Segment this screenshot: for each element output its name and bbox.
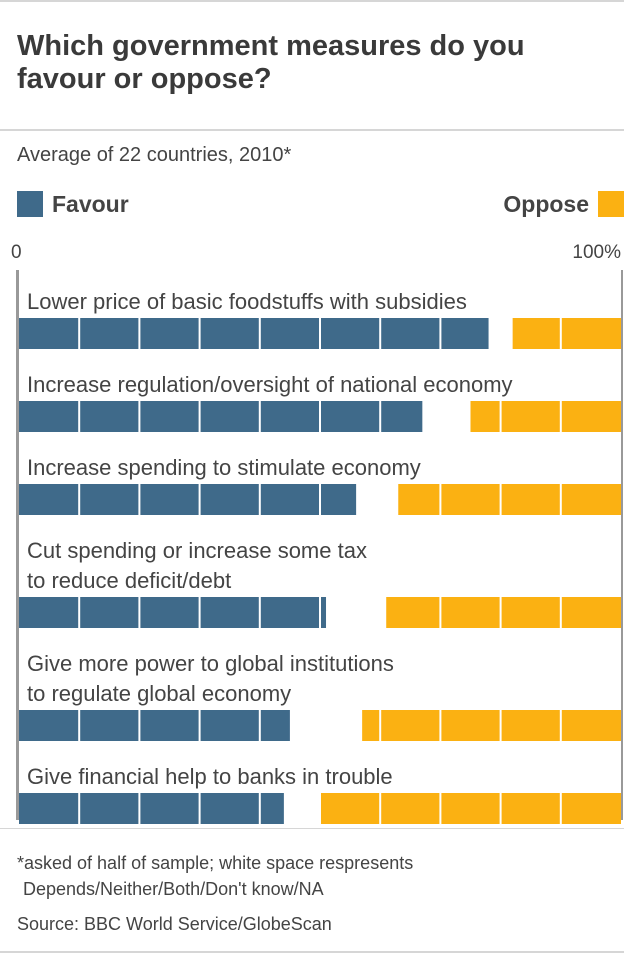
title-divider (0, 129, 624, 131)
favour-bar (19, 710, 290, 741)
title-line-2: favour or oppose? (17, 63, 272, 95)
footnote: *asked of half of sample; white space re… (17, 850, 413, 902)
oppose-bar (320, 793, 621, 824)
category-label: Lower price of basic foodstuffs with sub… (27, 289, 467, 314)
category-label: to regulate global economy (27, 681, 291, 706)
oppose-bar (398, 484, 621, 515)
category-label: Give more power to global institutions (27, 651, 394, 676)
axis-tick-max: 100% (572, 242, 621, 263)
chart-bottom-rule (0, 828, 624, 829)
footnote-line-2: Depends/Neither/Both/Don't know/NA (23, 879, 324, 899)
chart-title: Which government measures do you favour … (17, 30, 617, 96)
favour-bar (19, 484, 357, 515)
source-note: Source: BBC World Service/GlobeScan (17, 914, 332, 934)
axis-tick-min: 0 (11, 242, 22, 263)
category-label: Increase spending to stimulate economy (27, 455, 421, 480)
favour-bar (19, 793, 284, 824)
bottom-rule (0, 951, 624, 953)
category-label: Cut spending or increase some tax (27, 538, 367, 563)
legend-oppose-label: Oppose (503, 190, 589, 217)
legend-favour: Favour (17, 190, 129, 218)
favour-bar (19, 401, 423, 432)
legend-favour-swatch (17, 191, 43, 217)
oppose-bar (512, 318, 621, 349)
bar-chart: Lower price of basic foodstuffs with sub… (16, 270, 623, 824)
legend-oppose: Oppose (503, 190, 624, 218)
favour-bar (19, 318, 489, 349)
chart-subtitle: Average of 22 countries, 2010* (17, 144, 292, 166)
legend-oppose-swatch (598, 191, 624, 217)
favour-bar (19, 597, 327, 628)
oppose-bar (362, 710, 621, 741)
category-label: Increase regulation/oversight of nationa… (27, 372, 513, 397)
footnote-line-1: *asked of half of sample; white space re… (17, 853, 414, 873)
oppose-bar (386, 597, 621, 628)
top-rule (0, 0, 624, 2)
legend-favour-label: Favour (52, 190, 129, 217)
category-label: to reduce deficit/debt (27, 568, 231, 593)
title-line-1: Which government measures do you (17, 30, 525, 62)
oppose-bar (470, 401, 621, 432)
category-label: Give financial help to banks in trouble (27, 764, 393, 789)
